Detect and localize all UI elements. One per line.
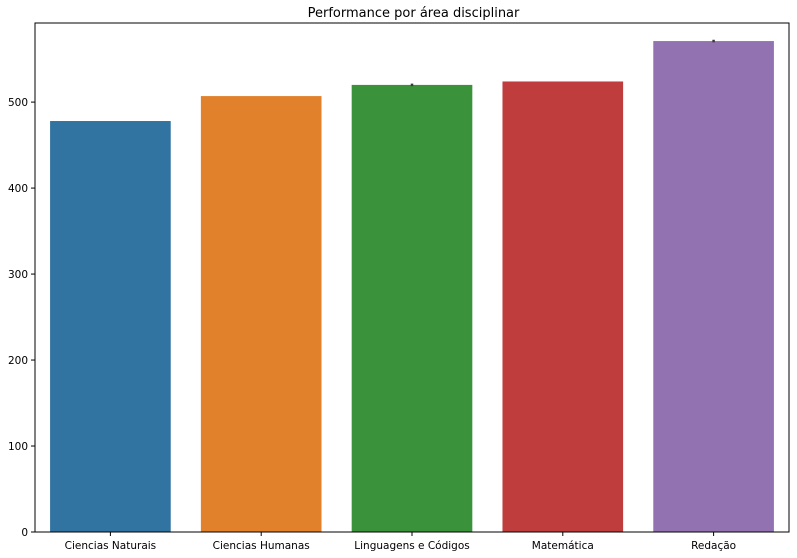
y-tick-label-2: 200 (8, 355, 28, 367)
bar-0 (50, 121, 171, 532)
y-tick-label-0: 0 (21, 527, 28, 539)
y-tick-label-4: 400 (8, 183, 28, 195)
plot-frame (34, 22, 790, 533)
x-axis: Ciencias Naturais Ciencias Humanas Linguag… (65, 532, 736, 552)
x-tick-label-0: Ciencias Naturais (65, 540, 157, 552)
bar-1 (200, 96, 322, 533)
y-tick-label-1: 100 (8, 441, 28, 453)
chart-title: Performance por área disciplinar (308, 6, 520, 21)
bar-3 (502, 81, 624, 532)
y-axis: 0 100 200 300 400 500 (8, 97, 35, 539)
x-tick-label-3: Matemática (532, 540, 594, 552)
error-bars-group (410, 39, 715, 87)
x-tick-label-2: Linguagens e Códigos (354, 540, 469, 552)
y-tick-label-5: 500 (8, 97, 28, 109)
x-tick-label-1: Ciencias Humanas (213, 540, 310, 552)
bars-group (50, 41, 774, 533)
y-tick-label-3: 300 (8, 269, 28, 281)
bar-4 (653, 41, 774, 532)
bar-2 (351, 84, 473, 533)
x-tick-label-4: Redação (691, 540, 736, 552)
